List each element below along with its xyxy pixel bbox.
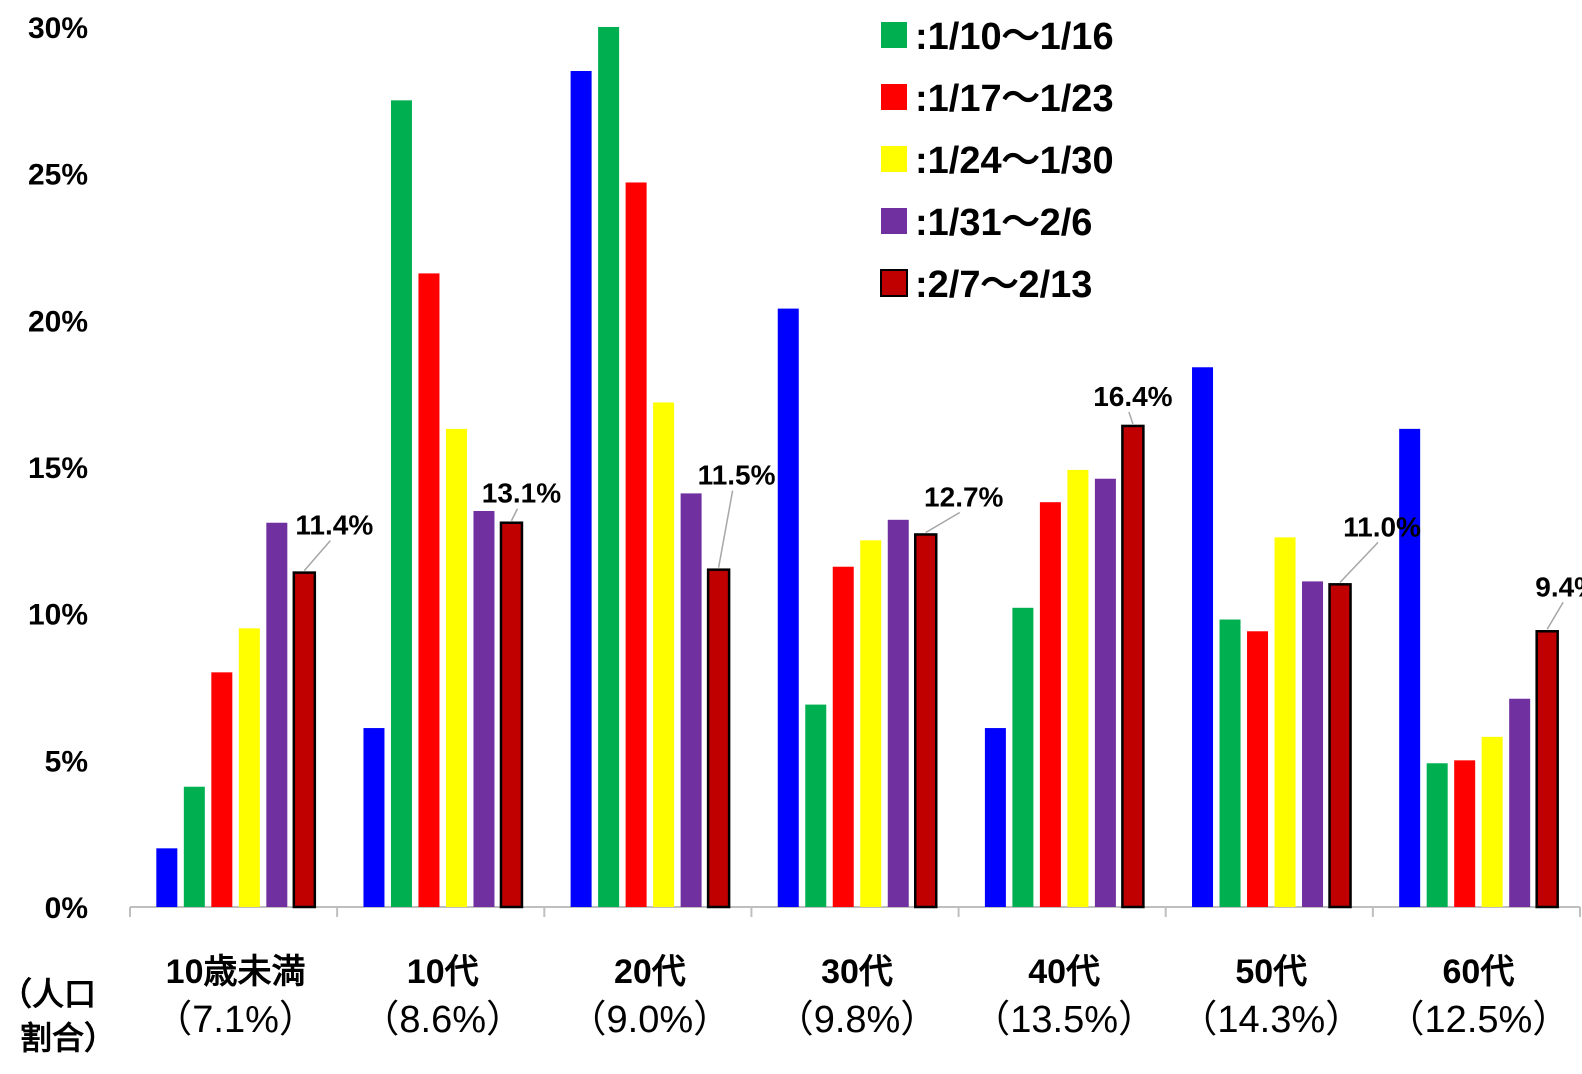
category-label: 40代: [1028, 953, 1100, 991]
bar: [445, 428, 467, 907]
legend-swatch: [880, 269, 908, 297]
y-tick-label: 5%: [45, 745, 88, 778]
y-tick-label: 30%: [28, 12, 88, 45]
data-label: 11.5%: [698, 460, 776, 491]
bar: [1426, 763, 1448, 907]
bar: [832, 566, 854, 907]
data-label-leader: [925, 511, 961, 534]
data-label-leader: [1339, 541, 1379, 583]
legend-label: :2/7〜2/13: [915, 264, 1092, 306]
bar: [1454, 760, 1476, 907]
data-label: 12.7%: [924, 481, 1003, 512]
legend: :1/10〜1/16 :1/17〜1/23 :1/24〜1/30 :1/31〜2/6:…: [880, 16, 1114, 306]
data-label-leader: [1128, 411, 1134, 425]
y-tick-label: 20%: [28, 305, 88, 338]
bar: [1192, 367, 1214, 907]
category-sub-label: （8.6%）: [361, 999, 524, 1041]
bar: [1302, 581, 1324, 907]
y-axis: 0% 5% 10% 15% 20% 25% 30%: [28, 12, 88, 925]
bar: [1328, 583, 1352, 909]
y-tick-label: 15%: [28, 452, 88, 485]
data-label-leader: [303, 540, 331, 572]
bar: [1039, 502, 1061, 907]
bar: [653, 402, 675, 907]
bar: [1219, 619, 1241, 907]
category-label: 60代: [1443, 953, 1515, 991]
bar: [680, 493, 702, 907]
data-label: 11.0%: [1343, 511, 1421, 542]
y-tick-label: 0%: [45, 892, 88, 925]
bar: [363, 728, 385, 907]
category-label: 10代: [407, 953, 479, 991]
bar: [805, 704, 827, 907]
bar: [984, 728, 1006, 907]
bars: [156, 27, 1559, 909]
bar: [598, 27, 620, 907]
category-sub-label: （14.3%）: [1179, 999, 1363, 1041]
population-ratio-line: （人口: [0, 976, 96, 1012]
category-label: 20代: [614, 953, 686, 991]
data-label: 16.4%: [1093, 381, 1172, 412]
bar: [1012, 607, 1034, 907]
bar: [1094, 478, 1116, 907]
data-label: 9.4%: [1535, 571, 1582, 602]
x-axis: [129, 906, 1581, 917]
bar: [1247, 631, 1269, 907]
bar: [473, 511, 495, 907]
bar: [238, 628, 260, 907]
legend-swatch: [881, 22, 907, 48]
bar: [1509, 698, 1531, 907]
data-label: 13.1%: [482, 478, 561, 509]
category-labels: 10歳未満 （7.1%） 10代 （8.6%） 20代 （9.0%） 30代 （9.8%） 40…: [154, 953, 1570, 1041]
bar: [914, 533, 938, 909]
bar: [625, 182, 647, 907]
legend-label: :1/24〜1/30: [915, 140, 1114, 182]
legend-label: :1/10〜1/16: [915, 16, 1114, 58]
legend-swatch: [881, 146, 907, 172]
bar: [211, 672, 233, 907]
category-label: 50代: [1235, 953, 1307, 991]
bar: [706, 568, 731, 909]
category-label: 30代: [821, 953, 893, 991]
category-sub-label: （13.5%）: [972, 999, 1156, 1041]
bar: [390, 100, 412, 908]
bar: [266, 522, 288, 907]
bar: [860, 540, 882, 907]
category-sub-label: （9.8%）: [776, 999, 939, 1041]
bar: [183, 786, 205, 907]
bar: [1535, 630, 1559, 909]
population-ratio-label: （人口割合）: [0, 976, 116, 1056]
bar: [418, 273, 440, 907]
legend-label: :1/17〜1/23: [915, 78, 1114, 120]
legend-swatch: [881, 84, 907, 110]
y-tick-label: 25%: [28, 159, 88, 192]
legend-label: :1/31〜2/6: [915, 202, 1092, 244]
population-ratio-line: 割合）: [20, 1020, 116, 1056]
category-label: 10歳未満: [166, 953, 306, 991]
y-tick-label: 10%: [28, 599, 88, 632]
data-label-leader: [510, 508, 519, 522]
data-labels: 11.4% 13.1% 11.5% 12.7% 16.4% 11.0% 9.4%: [295, 381, 1582, 630]
category-sub-label: （12.5%）: [1387, 999, 1571, 1041]
bar: [1399, 428, 1421, 907]
bar: [777, 308, 799, 908]
bar: [887, 519, 909, 907]
legend-swatch: [881, 208, 907, 234]
bar: [1274, 537, 1296, 907]
bar: [292, 571, 317, 909]
bar: [1067, 469, 1089, 907]
bar: [570, 71, 592, 907]
bar: [1121, 424, 1145, 909]
data-label-leader: [1546, 601, 1564, 630]
data-label-leader: [717, 490, 734, 568]
bar: [1481, 736, 1503, 907]
data-label: 11.4%: [295, 510, 373, 541]
category-sub-label: （7.1%）: [154, 999, 317, 1041]
bar: [156, 848, 178, 907]
category-sub-label: （9.0%）: [569, 999, 732, 1041]
bar: [499, 521, 524, 909]
